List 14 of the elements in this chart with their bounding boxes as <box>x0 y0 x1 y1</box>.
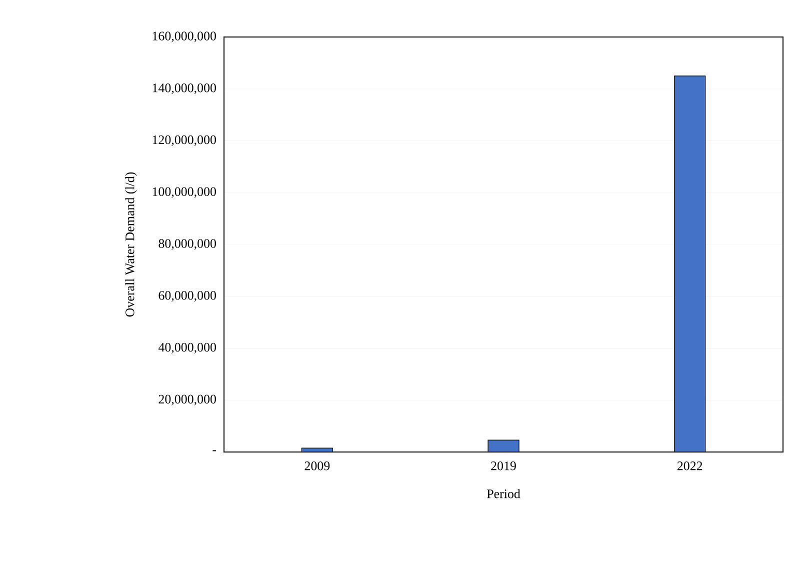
y-tick-label: 120,000,000 <box>152 135 216 146</box>
y-tick-label: 100,000,000 <box>152 187 216 198</box>
y-axis-title: Overall Water Demand (l/d) <box>125 172 137 317</box>
x-axis-title: Period <box>486 489 520 498</box>
y-tick-label: 40,000,000 <box>158 342 216 354</box>
y-tick-label: 80,000,000 <box>158 239 216 250</box>
y-tick-label: 160,000,000 <box>152 32 216 42</box>
y-tick-label: - <box>212 450 216 452</box>
y-tick-label: 140,000,000 <box>152 84 216 94</box>
y-tick-label: 60,000,000 <box>158 291 216 302</box>
y-tick-label: 20,000,000 <box>158 394 216 406</box>
x-tick-label: 2019 <box>491 462 516 470</box>
x-tick-label: 2022 <box>677 462 702 470</box>
x-tick-label: 2009 <box>304 462 330 470</box>
